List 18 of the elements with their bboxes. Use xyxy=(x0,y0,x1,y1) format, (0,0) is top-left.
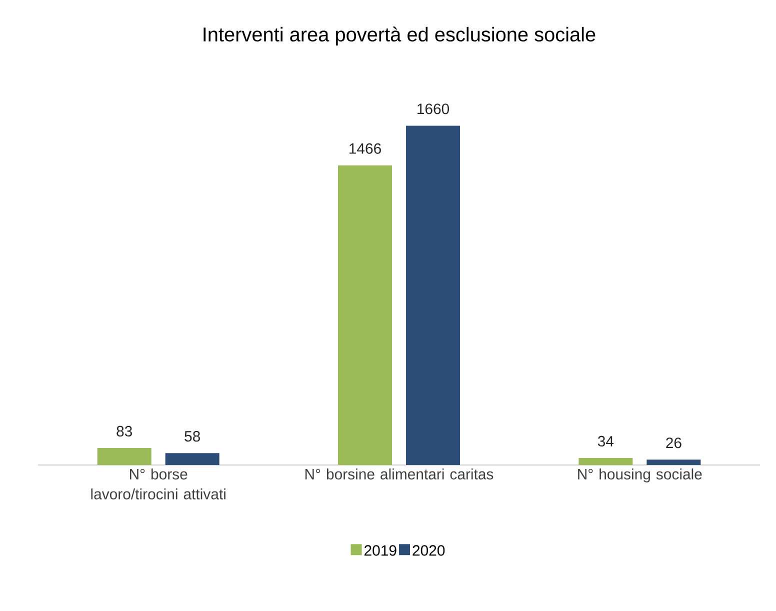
bar xyxy=(338,165,392,465)
chart-title: Interventi area povertà ed esclusione sociale xyxy=(204,26,596,46)
data-label: 26 xyxy=(666,438,682,448)
data-label: 1660 xyxy=(418,104,450,114)
bar xyxy=(97,448,152,465)
bar xyxy=(406,126,460,465)
x-tick-label: N° borsine alimentari caritas xyxy=(305,468,494,480)
bar xyxy=(646,460,701,465)
legend-label: 2020 xyxy=(412,545,445,556)
x-tick-label: N° borse lavoro/tirocini attivati xyxy=(91,468,226,500)
bar xyxy=(578,458,633,465)
data-label: 34 xyxy=(598,436,614,447)
bar xyxy=(165,453,220,465)
x-tick-label: N° housing sociale xyxy=(578,468,702,482)
data-label: 83 xyxy=(116,426,132,436)
legend-label: 2019 xyxy=(364,545,396,556)
data-label: 58 xyxy=(184,431,200,442)
data-label: 1466 xyxy=(350,143,381,154)
